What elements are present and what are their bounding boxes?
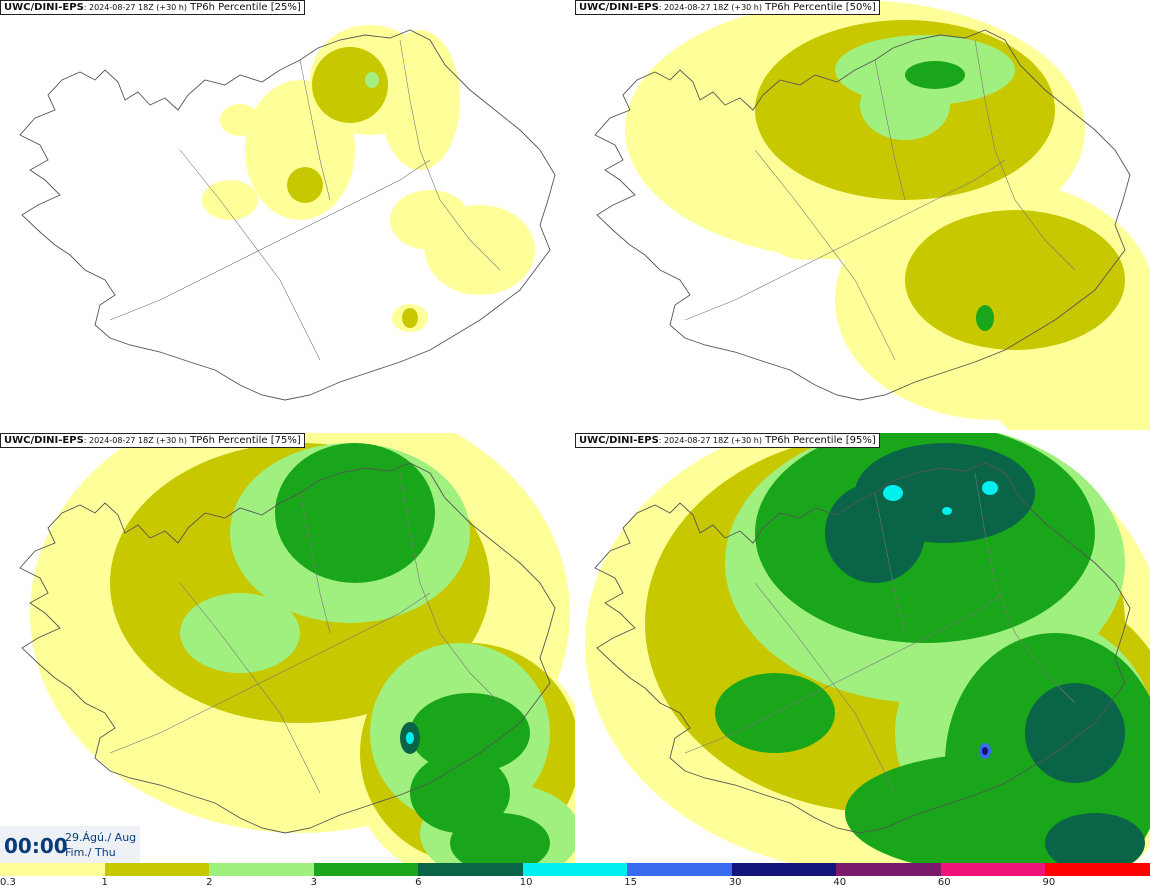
precip-shading (220, 104, 260, 136)
colorbar-tick-label: 90 (1042, 877, 1056, 888)
colorbar-tick-label: 1 (101, 877, 108, 888)
panel-run: : 2024-08-27 18Z (+30 h) (83, 3, 187, 12)
colorbar-tick-label: 60 (937, 877, 951, 888)
precip-shading (450, 813, 550, 863)
valid-weekday: Fim./ Thu (65, 846, 116, 859)
colorbar-swatch (209, 863, 314, 876)
precip-shading (1045, 813, 1145, 863)
colorbar-tick-label: 30 (728, 877, 742, 888)
precip-shading (180, 593, 300, 673)
precip-shading (883, 485, 903, 501)
panel-title: UWC/DINI-EPS: 2024-08-27 18Z (+30 h) TP6… (0, 0, 305, 15)
colorbar (0, 863, 1150, 876)
colorbar-tick-label: 10 (519, 877, 533, 888)
map-panel-p75: UWC/DINI-EPS: 2024-08-27 18Z (+30 h) TP6… (0, 433, 575, 863)
precip-map-p75 (19, 433, 575, 863)
precip-shading (410, 693, 530, 773)
colorbar-swatch (1045, 863, 1150, 876)
precip-shading (765, 200, 845, 260)
panel-product: TP6h Percentile [25%] (186, 2, 301, 13)
precip-shading (402, 308, 418, 328)
precip-map-p50 (594, 0, 1150, 430)
colorbar-tick-label: 6 (415, 877, 422, 888)
road-network (684, 472, 1076, 794)
road-network (109, 472, 501, 794)
panel-source: UWC/DINI-EPS (579, 2, 659, 13)
precip-shading (976, 305, 994, 331)
precip-shading (380, 30, 460, 170)
panel-title: UWC/DINI-EPS: 2024-08-27 18Z (+30 h) TP6… (575, 0, 880, 15)
panel-product: TP6h Percentile [95%] (761, 435, 876, 446)
colorbar-swatch (104, 863, 210, 876)
precip-shading (942, 507, 952, 515)
road-network (109, 39, 501, 361)
panel-run: : 2024-08-27 18Z (+30 h) (658, 436, 762, 445)
colorbar-swatch (522, 863, 628, 876)
precip-shading (406, 732, 414, 744)
precip-shading (905, 61, 965, 89)
precip-shading (982, 747, 988, 755)
colorbar-tick-label: 3 (310, 877, 317, 888)
colorbar-tick-label: 0.3 (0, 877, 16, 888)
panel-title: UWC/DINI-EPS: 2024-08-27 18Z (+30 h) TP6… (0, 433, 305, 448)
map-panel-p25: UWC/DINI-EPS: 2024-08-27 18Z (+30 h) TP6… (0, 0, 575, 430)
colorbar-tick-label: 2 (206, 877, 213, 888)
valid-time-box: 00:00 29.Ágú./ Aug Fim./ Thu (0, 826, 140, 863)
precip-shading (275, 443, 435, 583)
precip-shading (982, 481, 998, 495)
precip-shading (1025, 683, 1125, 783)
road-network (684, 39, 1076, 361)
valid-date: 29.Ágú./ Aug (65, 831, 137, 844)
precip-shading (390, 190, 470, 250)
precip-map-p25 (19, 25, 556, 401)
panel-source: UWC/DINI-EPS (4, 435, 84, 446)
precip-shading (905, 210, 1125, 350)
colorbar-swatch (731, 863, 837, 876)
coastline (594, 29, 1131, 401)
panel-product: TP6h Percentile [75%] (186, 435, 301, 446)
panel-run: : 2024-08-27 18Z (+30 h) (83, 436, 187, 445)
colorbar-swatch (313, 863, 419, 876)
map-panel-p95: UWC/DINI-EPS: 2024-08-27 18Z (+30 h) TP6… (575, 433, 1150, 863)
valid-time: 00:00 (4, 834, 68, 858)
colorbar-ticks: 0.3 1 2 3 6 10 15 30 40 60 90 (0, 876, 1150, 891)
colorbar-swatch (627, 863, 732, 876)
coastline (19, 29, 556, 401)
colorbar-tick-label: 40 (833, 877, 847, 888)
colorbar-swatch (418, 863, 523, 876)
panel-product: TP6h Percentile [50%] (761, 2, 876, 13)
precip-shading (202, 180, 258, 220)
colorbar-swatch (836, 863, 941, 876)
precip-shading (825, 483, 925, 583)
coastline (19, 462, 556, 834)
precip-shading (410, 753, 510, 833)
map-panel-p50: UWC/DINI-EPS: 2024-08-27 18Z (+30 h) TP6… (575, 0, 1150, 430)
colorbar-swatch (0, 863, 105, 876)
colorbar-swatch (940, 863, 1046, 876)
panel-source: UWC/DINI-EPS (579, 435, 659, 446)
panel-title: UWC/DINI-EPS: 2024-08-27 18Z (+30 h) TP6… (575, 433, 880, 448)
panel-source: UWC/DINI-EPS (4, 2, 84, 13)
coastline (594, 462, 1131, 834)
colorbar-tick-label: 15 (624, 877, 637, 888)
precip-shading (312, 47, 388, 123)
precip-map-p95 (585, 433, 1150, 863)
precip-shading (365, 72, 379, 88)
panel-run: : 2024-08-27 18Z (+30 h) (658, 3, 762, 12)
precip-shading (287, 167, 323, 203)
